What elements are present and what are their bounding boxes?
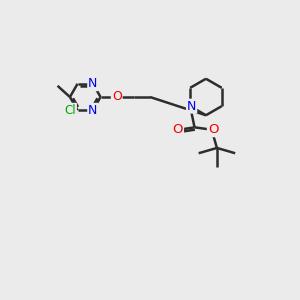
Text: O: O (172, 123, 183, 136)
Text: N: N (187, 100, 196, 112)
Text: N: N (88, 104, 98, 117)
Text: O: O (112, 91, 122, 103)
Text: N: N (88, 77, 98, 90)
Text: O: O (208, 123, 218, 136)
Text: Cl: Cl (64, 104, 76, 117)
